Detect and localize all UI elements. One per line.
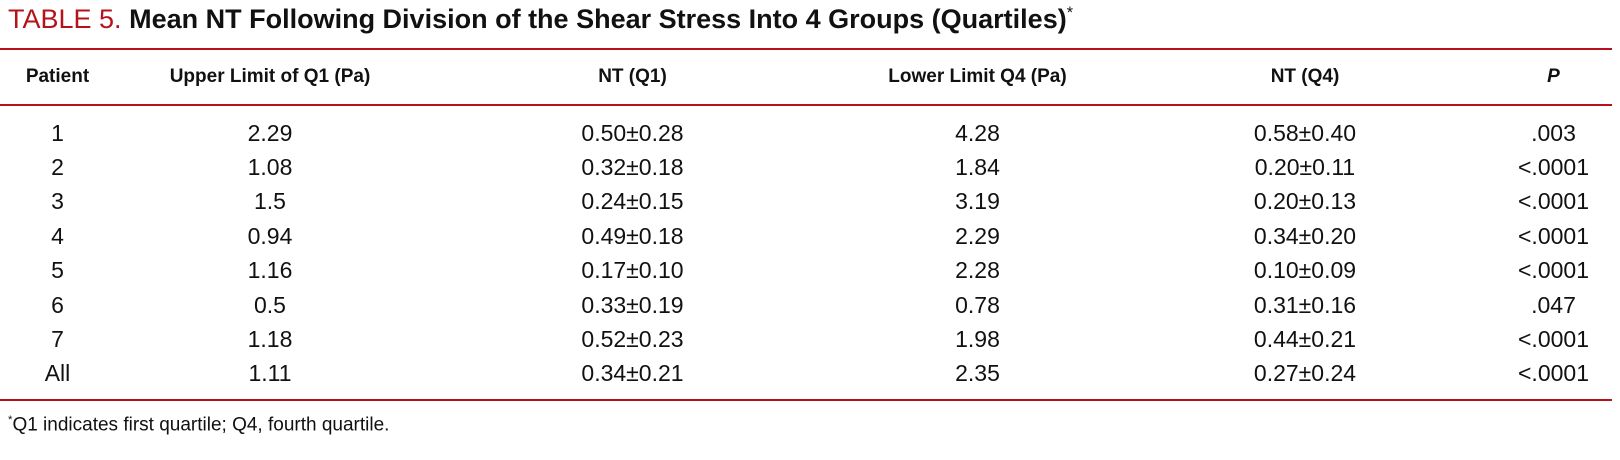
table-cell: <.0001 (1518, 257, 1589, 284)
header-cell: Upper Limit of Q1 (Pa) (115, 48, 425, 106)
table-header: Patient Upper Limit of Q1 (Pa) NT (Q1) Lowe… (0, 48, 1612, 106)
table-cell: 4.28 (955, 119, 1000, 146)
data-table: Patient Upper Limit of Q1 (Pa) NT (Q1) Lowe… (0, 48, 1612, 402)
header-cell: Lower Limit Q4 (Pa) (840, 48, 1115, 106)
table-cell: 0.34±0.20 (1253, 222, 1357, 249)
table-cell: 6 (51, 291, 64, 318)
table-cell: 0.50±0.28 (581, 119, 684, 146)
table-cell: <.0001 (1518, 326, 1589, 353)
table-cell: 1.08 (247, 154, 293, 181)
table-row: 7 1.18 0.52±0.23 1.98 0.44±0.21 <.0001 (0, 322, 1612, 356)
table-cell: 0.44±0.21 (1253, 326, 1357, 353)
title-marker: * (1066, 4, 1074, 22)
table-cell: <.0001 (1518, 154, 1589, 181)
table-label: TABLE 5. (8, 4, 122, 34)
table-cell: 0.24±0.15 (581, 188, 684, 215)
table-cell: 0.58±0.40 (1253, 119, 1357, 146)
table-cell: 0.32±0.18 (581, 154, 684, 181)
table-cell: 0.34±0.21 (425, 356, 840, 402)
table-row: All 1.11 0.34±0.21 2.35 0.27±0.24 <.0001 (0, 356, 1612, 402)
table-cell: 4 (51, 222, 64, 249)
header-cell: P (1495, 48, 1612, 106)
table-row: 6 0.5 0.33±0.19 0.78 0.31±0.16 .047 (0, 288, 1612, 322)
table-cell: 0.33±0.19 (581, 291, 684, 318)
table-row: 5 1.16 0.17±0.10 2.28 0.10±0.09 <.0001 (0, 254, 1612, 288)
table-row: 2 1.08 0.32±0.18 1.84 0.20±0.11 <.0001 (0, 150, 1612, 184)
table-cell: 2.28 (955, 257, 1000, 284)
header-row: Patient Upper Limit of Q1 (Pa) NT (Q1) Lowe… (0, 48, 1612, 106)
table-cell: 2.29 (955, 222, 1000, 249)
title-text: Mean NT Following Division of the Shear … (129, 4, 1067, 34)
table-cell: 0.49±0.18 (581, 222, 684, 249)
table-cell: 0.17±0.10 (581, 257, 684, 284)
table-cell: <.0001 (1518, 188, 1589, 215)
table-cell: All (0, 356, 115, 402)
table-row: 4 0.94 0.49±0.18 2.29 0.34±0.20 <.0001 (0, 219, 1612, 253)
footnote-text: Q1 indicates first quartile; Q4, fourth … (12, 414, 390, 436)
table-cell: 3 (51, 188, 64, 215)
header-cell: Patient (0, 48, 115, 106)
table-cell: 1.16 (247, 257, 293, 284)
table-cell: 2.35 (840, 356, 1115, 402)
table-cell: 1.98 (955, 326, 1000, 353)
table-cell: 7 (51, 326, 64, 353)
header-cell: NT (Q1) (425, 48, 840, 106)
footnote: *Q1 indicates first quartile; Q4, fourth… (8, 414, 389, 436)
table-cell: <.0001 (1495, 356, 1612, 402)
table-cell: 0.27±0.24 (1115, 356, 1495, 402)
table-cell: 0.20±0.13 (1253, 188, 1357, 215)
table-cell: 1.5 (254, 188, 286, 215)
header-cell: NT (Q4) (1115, 48, 1495, 106)
table-cell: 0.5 (254, 291, 286, 318)
table-cell: .047 (1531, 291, 1576, 318)
table-cell: 3.19 (955, 188, 1000, 215)
table-cell: 1.84 (955, 154, 1000, 181)
table-row: 1 2.29 0.50±0.28 4.28 0.58±0.40 .003 (0, 105, 1612, 150)
table-cell: 1.11 (115, 356, 425, 402)
table-cell: 2.29 (247, 119, 293, 146)
table-cell: <.0001 (1518, 222, 1589, 249)
table-cell: 1 (51, 119, 64, 146)
table-cell: 0.31±0.16 (1253, 291, 1357, 318)
table-cell: 0.10±0.09 (1253, 257, 1357, 284)
table-title: TABLE 5. Mean NT Following Division of t… (8, 4, 1073, 35)
table-cell: 2 (51, 154, 64, 181)
table-cell: 5 (51, 257, 64, 284)
table-cell: 0.94 (247, 222, 293, 249)
table-cell: 0.20±0.11 (1254, 154, 1356, 181)
footnote-marker: * (8, 414, 13, 426)
table-row: 3 1.5 0.24±0.15 3.19 0.20±0.13 <.0001 (0, 185, 1612, 219)
table-cell: .003 (1531, 119, 1576, 146)
table-cell: 0.52±0.23 (581, 326, 684, 353)
table-body: 1 2.29 0.50±0.28 4.28 0.58±0.40 .003 2 1.08 0.32… (0, 105, 1612, 402)
table-cell: 0.78 (955, 291, 1000, 318)
table-cell: 1.18 (247, 326, 293, 353)
